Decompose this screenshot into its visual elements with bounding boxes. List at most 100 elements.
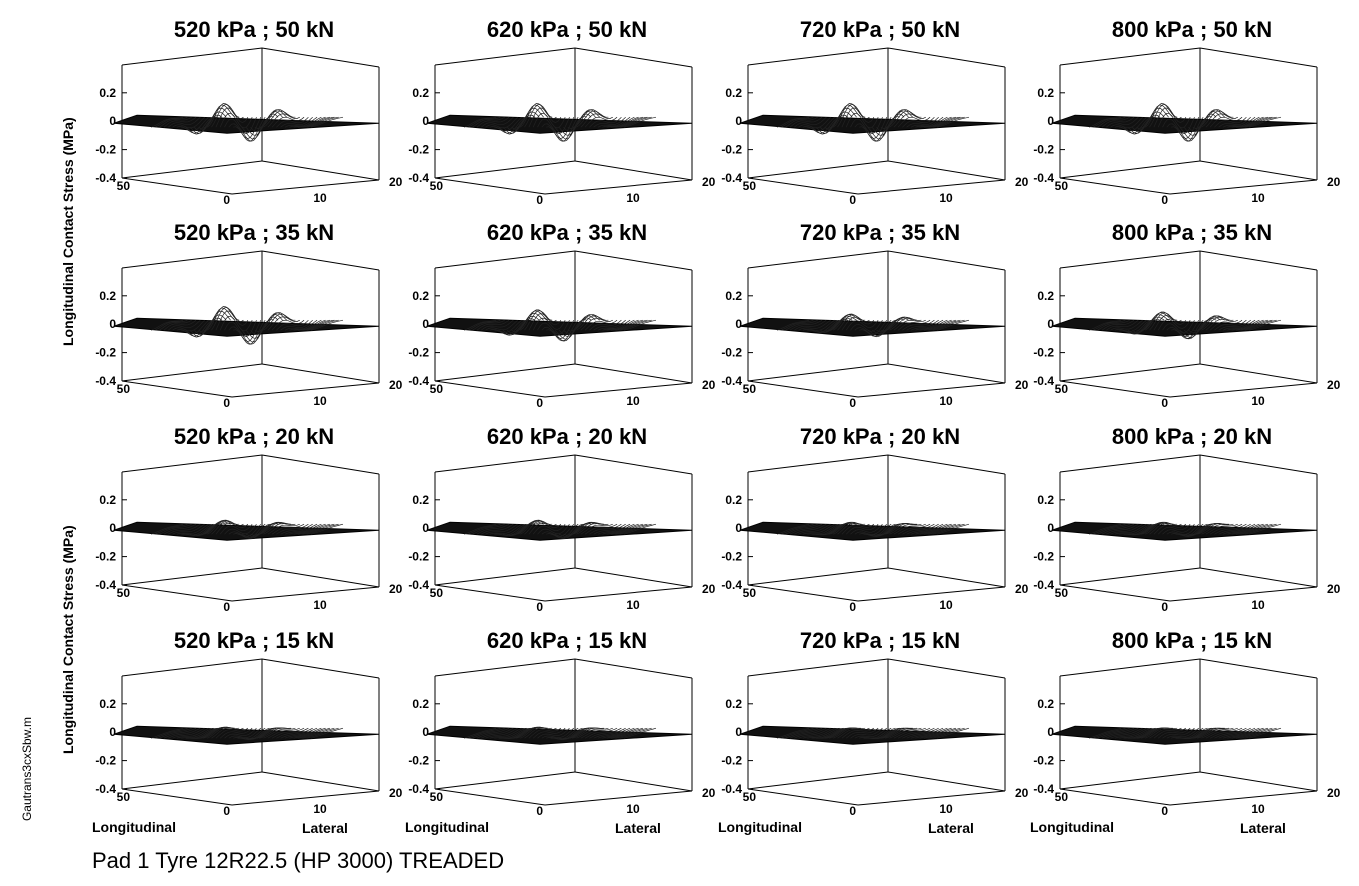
surface-line <box>833 727 866 739</box>
zero-plane <box>1051 725 1318 745</box>
box-edge <box>121 47 263 66</box>
box-edge <box>747 47 889 66</box>
surface-line <box>485 116 518 129</box>
surface-line <box>554 727 587 740</box>
box-edge <box>747 567 889 586</box>
surface-line <box>919 523 952 535</box>
box-edge <box>261 658 380 679</box>
surface-line <box>776 523 810 535</box>
box-edge <box>747 363 889 382</box>
panel-7: 720 kPa ; 35 kN 0.2 0 -0.2 -0.450 0 10 20 <box>721 220 1028 410</box>
surface-line <box>276 319 309 331</box>
lateral-tick-label: 20 <box>1015 175 1029 189</box>
surface-line <box>889 523 922 535</box>
surface-line <box>936 116 970 128</box>
panel-15: 720 kPa ; 15 kN 0.2 0 -0.2 -0.450 0 10 20 Longit… <box>718 628 1029 836</box>
longitudinal-tick-label: 50 <box>1055 586 1069 600</box>
surface-line <box>302 727 335 739</box>
surface-line <box>841 316 875 331</box>
surface-line <box>211 104 244 128</box>
surface-line <box>1106 523 1139 535</box>
longitudinal-tick-label: 50 <box>117 179 131 193</box>
surface-line <box>463 319 497 331</box>
surface-line <box>155 116 188 128</box>
box-edge <box>544 382 693 398</box>
surface-line <box>906 523 939 535</box>
box-edge <box>434 363 576 382</box>
lateral-tick-label: 10 <box>939 394 953 408</box>
box-edge <box>747 380 859 398</box>
z-tick-label: 0 <box>735 317 742 331</box>
surface-line <box>476 523 510 535</box>
z-tick-label: -0.4 <box>721 578 742 592</box>
surface-line <box>532 523 566 535</box>
surface-line <box>1153 107 1187 128</box>
y-axis-label-lower: Longitudinal Contact Stress (MPa) <box>60 525 76 754</box>
surface-line <box>537 727 570 739</box>
surface-line <box>1244 116 1277 128</box>
surface-line <box>802 319 836 331</box>
surface-line <box>923 727 957 739</box>
surface-line <box>494 319 527 335</box>
surface-line <box>563 315 596 334</box>
surface-line <box>1201 523 1234 535</box>
surface-line <box>1097 523 1130 535</box>
z-tick-label: -0.2 <box>408 754 429 768</box>
surface-line <box>928 727 961 739</box>
box-edge <box>121 454 263 473</box>
surface-line <box>259 109 292 128</box>
z-tick-label: 0.2 <box>725 697 742 711</box>
longitudinal-tick-label: 50 <box>743 382 757 396</box>
surface-line <box>297 727 331 739</box>
surface-line <box>789 116 823 128</box>
surface-line <box>168 727 201 739</box>
z-tick-label: 0 <box>1047 521 1054 535</box>
box-edge <box>1199 567 1318 588</box>
surface-line <box>159 116 192 128</box>
surface-line <box>233 116 266 142</box>
surface-line <box>1188 316 1221 334</box>
surface-line <box>254 312 288 332</box>
surface-line <box>928 319 961 331</box>
z-tick-label: 0.2 <box>99 697 116 711</box>
surface-line <box>267 113 300 128</box>
panel-13: 520 kPa ; 15 kN 0.2 0 -0.2 -0.450 0 10 20 Longit… <box>92 628 403 836</box>
surface-line <box>915 319 948 331</box>
lateral-tick-label: 20 <box>1015 582 1029 596</box>
longitudinal-tick-label: 50 <box>117 382 131 396</box>
surface-line <box>476 727 510 739</box>
surface-line <box>172 319 205 332</box>
surface-line <box>211 727 244 739</box>
surface-line <box>310 319 344 331</box>
surface-line <box>1119 319 1152 334</box>
surface-line <box>1197 727 1230 739</box>
surface-line <box>1240 727 1273 739</box>
surface-line <box>302 319 335 331</box>
surface-line <box>897 727 931 739</box>
surface-line <box>280 116 313 128</box>
lateral-tick-label: 10 <box>1251 598 1265 612</box>
surface-line <box>1235 523 1269 535</box>
surface-line <box>1214 319 1247 331</box>
surface-line <box>1248 116 1282 128</box>
box-edge <box>747 584 859 602</box>
z-tick-label: 0 <box>422 725 429 739</box>
lateral-tick-label: 10 <box>1251 802 1265 816</box>
longitudinal-tick-label: 50 <box>430 179 444 193</box>
z-tick-label: -0.2 <box>721 346 742 360</box>
surface-line <box>1149 312 1182 331</box>
surface-line <box>463 727 497 739</box>
surface-line <box>1088 727 1122 739</box>
surface-line <box>1114 116 1148 132</box>
box-edge <box>121 160 263 179</box>
box-edge <box>887 47 1006 68</box>
surface-line <box>176 116 210 132</box>
surface-line <box>936 727 970 739</box>
z-tick-label: -0.2 <box>95 143 116 157</box>
surface-line <box>1205 318 1238 331</box>
surface-line <box>880 109 914 129</box>
surface-line <box>841 107 875 128</box>
box-edge <box>544 586 693 602</box>
surface-line <box>845 727 879 739</box>
surface-line <box>910 319 944 331</box>
